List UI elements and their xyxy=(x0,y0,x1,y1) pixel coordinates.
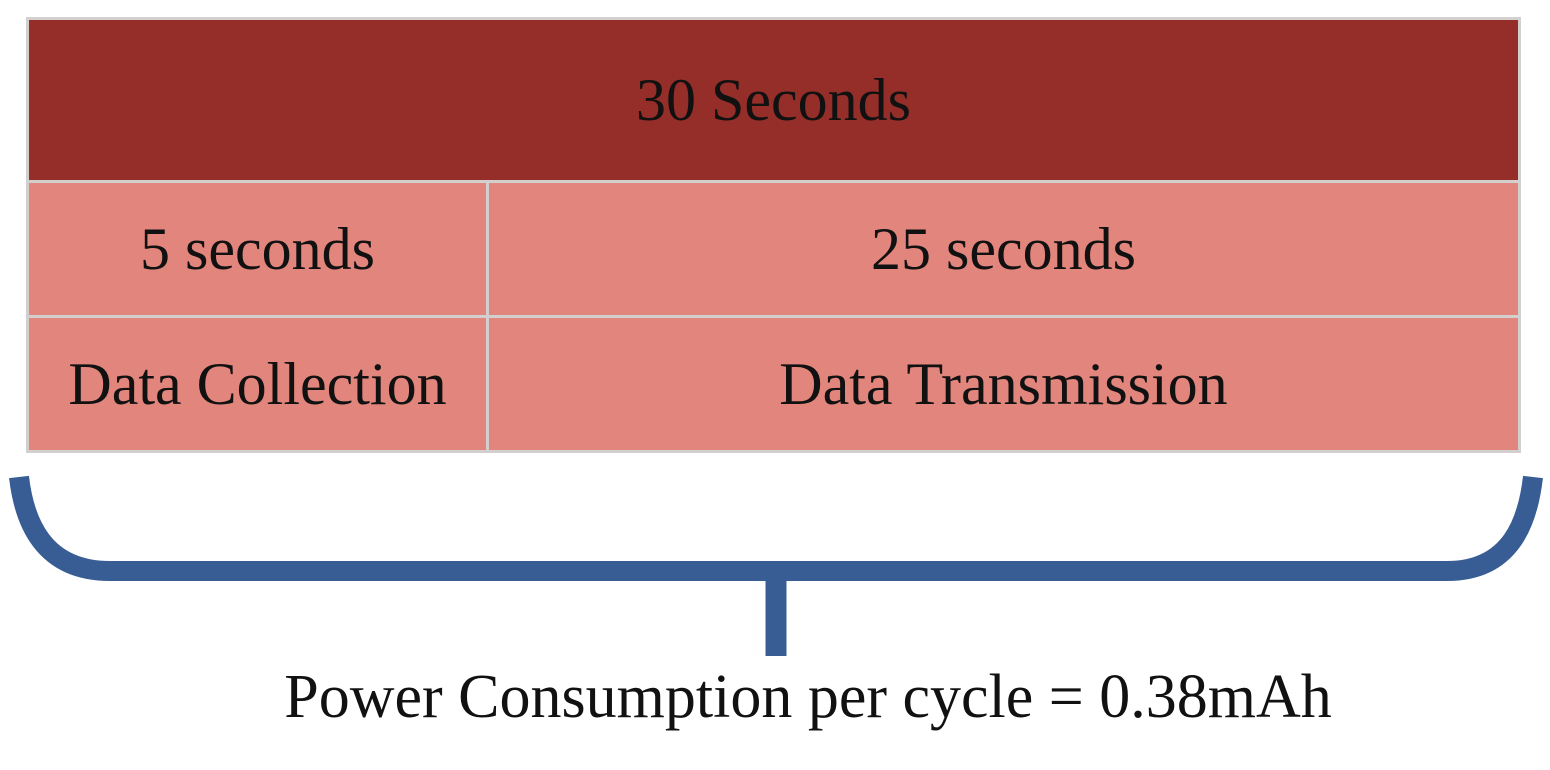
collection-duration-cell: 5 seconds xyxy=(29,183,486,315)
brace-arc xyxy=(9,475,1543,581)
curly-brace xyxy=(9,475,1543,656)
timing-table: 30 Seconds 5 seconds 25 seconds Data Col… xyxy=(26,17,1521,453)
collection-phase-cell: Data Collection xyxy=(29,318,486,450)
transmission-duration-cell: 25 seconds xyxy=(489,183,1518,315)
total-duration-cell: 30 Seconds xyxy=(29,20,1518,180)
power-consumption-caption: Power Consumption per cycle = 0.38mAh xyxy=(284,663,1332,731)
transmission-phase-cell: Data Transmission xyxy=(489,318,1518,450)
